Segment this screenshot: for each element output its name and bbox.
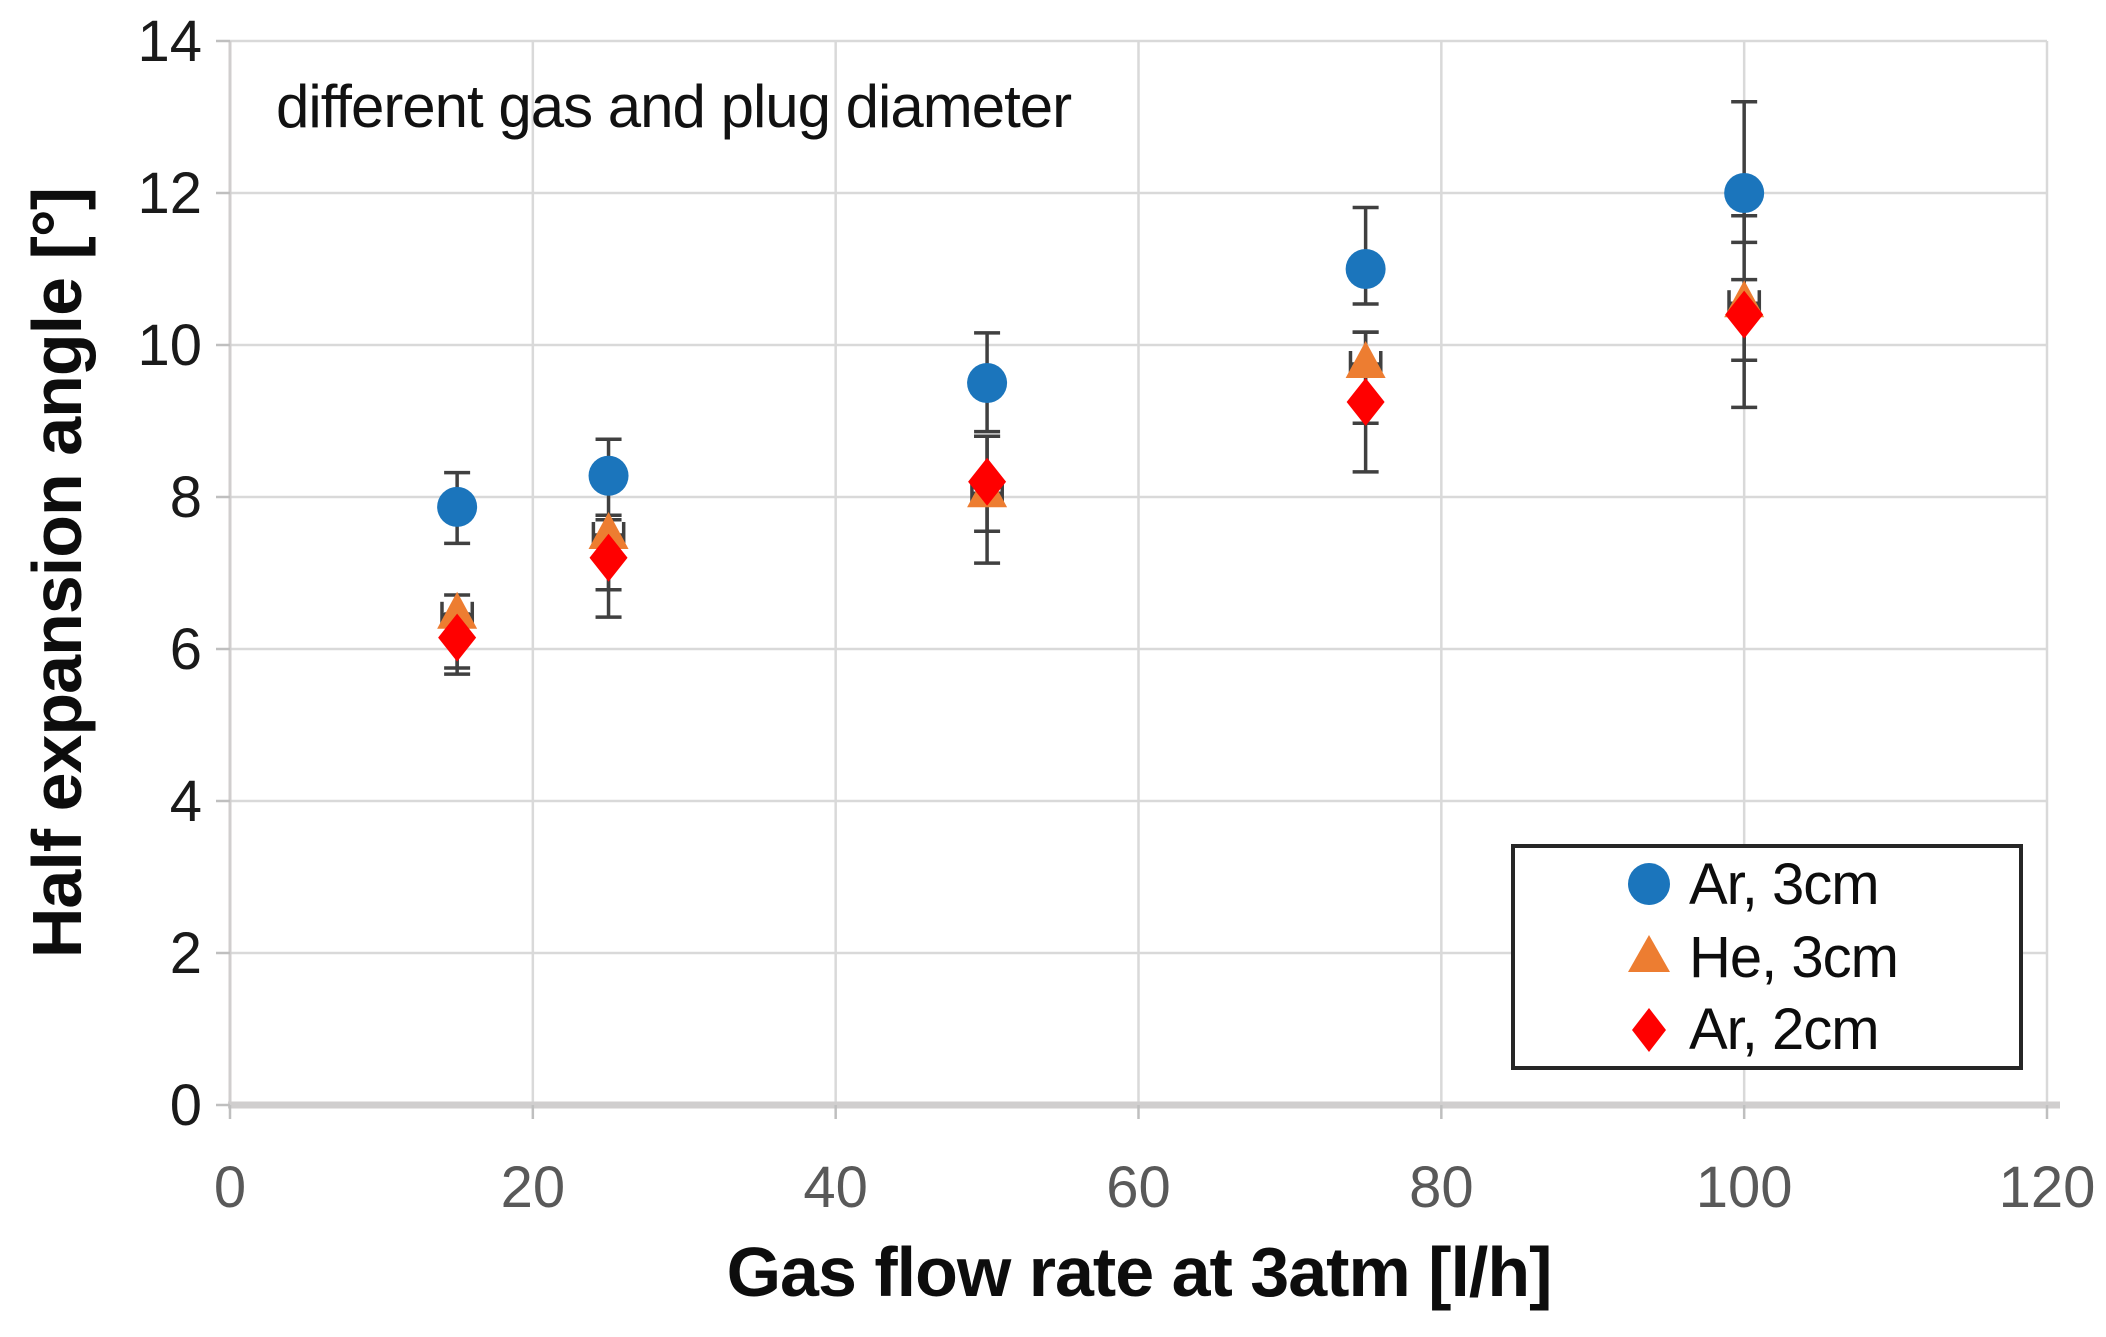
legend-entry-ar-2cm: Ar, 2cm (1623, 993, 2019, 1066)
y-tick-labels: 0 2 4 6 8 10 12 14 (137, 9, 202, 1138)
series-ar-3cm-markers (437, 173, 1765, 527)
legend-box: Ar, 3cm He, 3cm Ar, 2cm (1511, 844, 2023, 1070)
plot-annotation: different gas and plug diameter (276, 73, 1072, 140)
x-tick-labels: 0 20 40 60 80 100 120 (214, 1155, 2096, 1220)
y-tick-label: 4 (170, 769, 202, 834)
x-tick-label: 80 (1409, 1155, 1474, 1220)
error-bars-ar-2cm (444, 214, 1758, 676)
x-axis-title: Gas flow rate at 3atm [l/h] (726, 1233, 1553, 1311)
legend-marker-diamond-icon (1632, 1007, 1666, 1052)
error-bars-he-3cm (440, 277, 1762, 670)
diamond-marker (968, 457, 1007, 506)
diamond-marker (1725, 290, 1764, 339)
diamond-marker (438, 613, 477, 662)
y-tick-label: 0 (170, 1073, 202, 1138)
legend-label: He, 3cm (1689, 924, 1899, 990)
x-tick-label: 20 (501, 1155, 566, 1220)
x-tick-label: 0 (214, 1155, 246, 1220)
triangle-marker (437, 591, 478, 629)
legend-marker-circle-icon (1628, 863, 1670, 906)
circle-marker (437, 486, 478, 527)
y-axis-title: Half expansion angle [°] (18, 187, 96, 959)
y-tick-label: 14 (137, 9, 202, 74)
x-tick-label: 120 (1999, 1155, 2096, 1220)
circle-marker (1345, 249, 1386, 289)
x-tick-label: 60 (1106, 1155, 1171, 1220)
series-he-3cm-markers (437, 280, 1765, 629)
triangle-marker (1345, 341, 1386, 378)
error-bars-ar-3cm (444, 100, 1758, 546)
diamond-marker (589, 533, 628, 582)
triangle-marker (588, 512, 629, 549)
legend-marker-triangle-icon (1628, 935, 1670, 972)
x-tick-label: 100 (1696, 1155, 1793, 1220)
y-tick-label: 2 (170, 921, 202, 986)
y-tick-label: 8 (170, 465, 202, 530)
circle-marker (967, 363, 1008, 403)
series-ar-2cm-markers (438, 290, 1764, 662)
tick-marks (216, 39, 2049, 1119)
legend-entry-he-3cm: He, 3cm (1623, 921, 2019, 994)
y-tick-label: 12 (137, 161, 202, 226)
x-tick-label: 40 (803, 1155, 868, 1220)
y-tick-label: 10 (137, 313, 202, 378)
circle-marker (588, 455, 629, 496)
diamond-marker (1346, 378, 1385, 426)
circle-marker (1724, 173, 1765, 213)
legend-entry-ar-3cm: Ar, 3cm (1623, 848, 2019, 921)
legend-label: Ar, 3cm (1689, 851, 1880, 917)
legend-label: Ar, 2cm (1689, 997, 1880, 1063)
y-tick-label: 6 (170, 617, 202, 682)
